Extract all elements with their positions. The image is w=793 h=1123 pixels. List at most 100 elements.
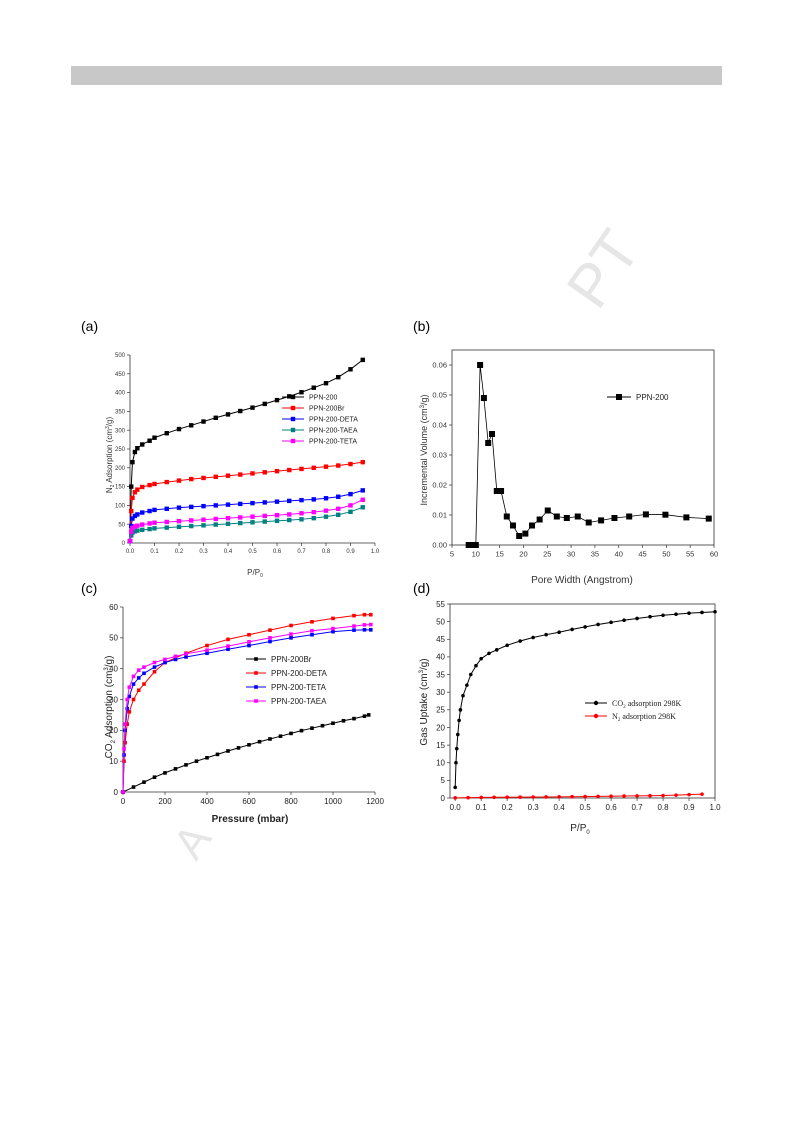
chart-a-xtick-label: 0.5 [248,549,257,555]
chart-b-series-ppn-200-point [480,395,487,401]
chart-a-series-ppn-200-deta-point [287,498,292,504]
chart-a-ytick-label: 500 [115,353,126,359]
chart-c-xtick-label: 200 [158,797,172,806]
chart-c-series-ppn-200-teta-line [122,629,371,793]
chart-c-series-ppn-200br-point [268,737,272,741]
chart-b-series-ppn-200-point [598,517,605,524]
chart-d-series-co2-adsorption-298k-point [713,609,717,614]
chart-d-ytick-label: 10 [436,759,445,768]
chart-d-series-co2-adsorption-298k-point [570,627,574,632]
chart-a-series-ppn-200-taea-point [132,529,138,534]
chart-a-series-ppn-200-teta-point [348,503,353,508]
chart-a-series-ppn-200-taea-point [311,515,316,521]
chart-c-series-ppn-200-taea-point [310,628,314,633]
chart-a-series-ppn-200-taea-point [336,512,341,517]
chart-a-series-ppn-200br-point [132,490,138,495]
chart-b-series-ppn-200-point [485,440,492,446]
chart-a-series-ppn-200-point [132,449,138,455]
chart-d-legend-co2-adsorption-298k-marker [593,700,599,706]
chart-c-series-ppn-200-taea-point [121,790,125,794]
chart-d-series-co2-adsorption-298k-point [465,683,469,687]
chart-c-series-ppn-200br-point [278,734,283,738]
chart-b-series-ppn-200-point [509,522,516,529]
chart-c-series-ppn-200-deta-point [226,637,230,642]
chart-a-series-ppn-200-taea-point [299,517,304,522]
chart-c-series-ppn-200br-point [215,752,220,757]
chart-c-series-ppn-200br-point [352,716,356,721]
chart-a-series-ppn-200-taea-point [348,509,353,514]
chart-a-series-ppn-200-taea-point [323,514,329,519]
chart-b-series-ppn-200-point [642,511,649,518]
chart-a-ytick-label: 50 [118,522,125,528]
chart-c-series-ppn-200-teta-point [310,632,314,637]
chart-d-ytick-label: 50 [436,617,445,626]
chart-b-series-ppn-200-point [536,516,543,523]
chart-c-series-ppn-200br-point [257,739,262,744]
chart-d-series-n2-adsorption-298k-point [479,795,483,800]
chart-a-series-ppn-200-point [323,381,329,386]
chart-a-series-ppn-200-point [336,374,341,380]
chart-a-series-ppn-200-point [189,423,194,428]
chart-a-series-ppn-200br-point [225,473,231,478]
chart-a-series-ppn-200-taea-point [176,524,182,530]
chart-d-xtick-label: 0.3 [528,803,540,812]
chart-a-legend-ppn-200-deta-label: PPN-200-DETA [309,416,358,423]
chart-a-xtick-label: 0.2 [175,549,184,555]
chart-a-series-ppn-200-deta-point [132,513,138,519]
chart-c-series-ppn-200-taea-point [369,622,373,627]
chart-a-series-ppn-200br-point [129,508,134,514]
chart-d-series-co2-adsorption-298k-point [648,614,652,619]
chart-c-series-ppn-200-deta-point [289,623,293,628]
chart-c-series-ppn-200br-point [226,749,230,753]
chart-b-xtick-label: 5 [450,550,454,559]
chart-b-pore-size-distribution: Incremental Volume (cm3/g) Pore Width (A… [419,349,718,586]
chart-a-series-ppn-200-point [348,367,353,372]
chart-c-series-ppn-200-teta-point [125,706,129,711]
chart-a-series-ppn-200br-point [262,470,267,475]
chart-d-series-co2-adsorption-298k-point [622,618,626,623]
chart-d-xtick-label: 1.0 [709,803,721,812]
chart-a-series-ppn-200br-point [311,465,316,470]
chart-c-legend-ppn-200-deta-marker [254,671,258,675]
chart-a-series-ppn-200-point [140,442,145,447]
chart-a-series-ppn-200-point [129,484,134,489]
chart-a-series-ppn-200-taea-point [140,527,145,533]
chart-a-n2-isotherms: N2 Adsorption (cm3/g) P/P0 0.0 0.1 0.2 0.3 0… [105,353,380,579]
chart-a-series-ppn-200-taea-point [201,523,206,528]
chart-a-legend-ppn-200-taea-marker [290,427,296,433]
chart-b-xtick-label: 40 [615,550,623,559]
chart-c-series-ppn-200-teta-point [247,643,251,648]
chart-a-xtick-label: 0.0 [126,549,135,555]
chart-b-ytick-label: 0.01 [432,511,447,520]
chart-d-series-co2-adsorption-298k-point [609,620,613,625]
chart-c-series-ppn-200-taea-point [226,644,230,648]
chart-d-xtick-label: 0.9 [683,803,695,812]
chart-a-series-ppn-200-teta-point [147,521,152,526]
chart-c-series-ppn-200-deta-point [125,722,129,726]
chart-b-series-ppn-200-point [626,513,633,520]
chart-d-series-co2-adsorption-298k-point [458,708,463,712]
chart-a-series-ppn-200-deta-point [299,497,304,503]
chart-c-series-ppn-200-taea-point [131,674,136,679]
chart-a-series-ppn-200-deta-point [135,512,140,517]
chart-a-series-ppn-200-deta-point [262,500,267,505]
chart-b-series-ppn-200-point [705,515,712,522]
chart-a-series-ppn-200br-point [323,464,329,469]
chart-b-series-ppn-200-point [585,519,592,526]
panel-label-b: (b) [413,318,431,334]
chart-d-frame [449,603,716,799]
chart-a-ytick-label: 400 [115,391,126,397]
chart-d-ytick-label: 20 [436,723,445,732]
chart-a-series-ppn-200-line [129,359,364,542]
chart-b-ytick-label: 0.05 [432,391,447,400]
chart-d-series-n2-adsorption-298k-point [661,793,665,798]
chart-b-xtick-label: 45 [638,550,646,559]
chart-c-series-ppn-200br-point [152,775,157,779]
chart-d-series-co2-adsorption-298k-point [635,616,639,621]
chart-d-series-n2-adsorption-298k-point [687,792,691,797]
chart-d-series-co2-adsorption-298k-point [453,785,457,790]
chart-c-legend-ppn-200-teta-label: PPN-200-TETA [271,683,327,692]
chart-b-series-ppn-200-point [683,514,690,521]
chart-c-series-ppn-200-taea-point [352,624,356,628]
chart-d-series-co2-adsorption-298k-point [454,760,458,765]
